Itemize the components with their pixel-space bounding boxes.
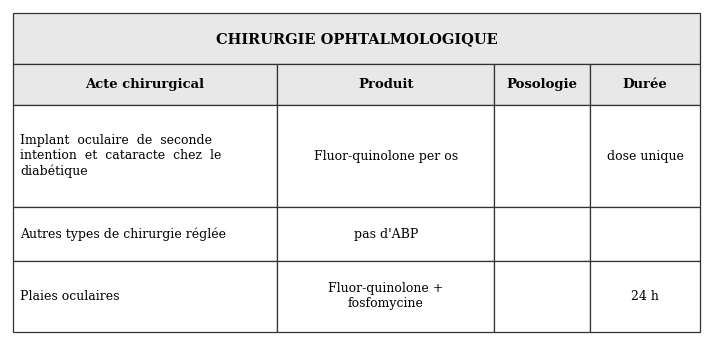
Bar	[13, 64, 277, 105]
Text: Acte chirurgical: Acte chirurgical	[86, 78, 205, 91]
Text: 24 h: 24 h	[631, 290, 659, 303]
Bar	[590, 105, 700, 207]
Bar	[590, 64, 700, 105]
Text: Plaies oculaires: Plaies oculaires	[20, 290, 120, 303]
Bar	[494, 207, 590, 261]
Bar	[13, 105, 277, 207]
Bar	[13, 13, 700, 64]
Bar	[494, 105, 590, 207]
Bar	[13, 207, 277, 261]
Text: Autres types de chirurgie réglée: Autres types de chirurgie réglée	[20, 227, 226, 241]
Text: Durée: Durée	[622, 78, 667, 91]
Bar	[494, 64, 590, 105]
Text: CHIRURGIE OPHTALMOLOGIQUE: CHIRURGIE OPHTALMOLOGIQUE	[215, 32, 498, 46]
Bar	[590, 261, 700, 332]
Text: pas d'ABP: pas d'ABP	[354, 228, 418, 240]
Bar	[277, 64, 494, 105]
Bar	[590, 207, 700, 261]
Text: Fluor-quinolone +
fosfomycine: Fluor-quinolone + fosfomycine	[328, 283, 443, 311]
Bar	[277, 207, 494, 261]
Bar	[13, 261, 277, 332]
Bar	[494, 261, 590, 332]
Text: Posologie: Posologie	[506, 78, 578, 91]
Bar	[277, 105, 494, 207]
Text: Fluor-quinolone per os: Fluor-quinolone per os	[314, 150, 458, 163]
Text: Implant  oculaire  de  seconde
intention  et  cataracte  chez  le
diabétique: Implant oculaire de seconde intention et…	[20, 135, 221, 178]
Text: dose unique: dose unique	[607, 150, 684, 163]
Bar	[277, 261, 494, 332]
Text: Produit: Produit	[358, 78, 414, 91]
